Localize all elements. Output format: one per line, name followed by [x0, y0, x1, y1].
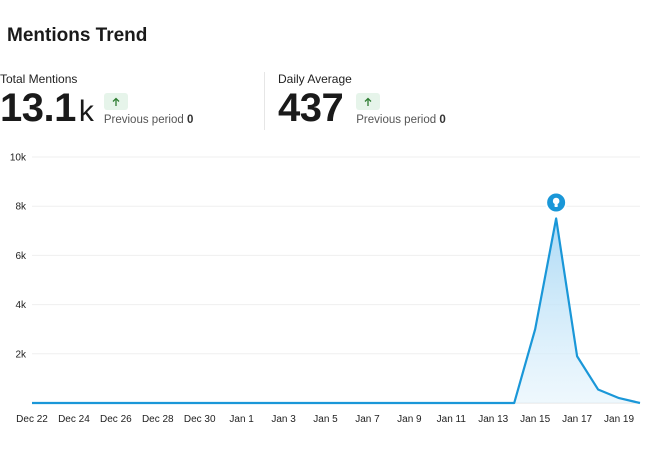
kpi-unit: k — [78, 95, 94, 128]
x-tick-label: Jan 9 — [397, 414, 422, 425]
kpi-value: 437 — [278, 86, 344, 130]
trend-badge — [356, 93, 381, 110]
x-tick-label: Dec 28 — [142, 414, 174, 425]
kpi-label: Daily Average — [278, 72, 352, 86]
y-tick-label: 8k — [15, 202, 27, 213]
y-tick-label: 6k — [15, 251, 27, 262]
kpi-divider — [264, 72, 265, 130]
page-title: Mentions Trend — [7, 25, 148, 46]
previous-period: Previous period 0 — [104, 114, 194, 126]
kpi-total-mentions: Total Mentions 13.1 k Previous period 0 — [0, 72, 193, 128]
x-tick-label: Dec 22 — [16, 414, 48, 425]
x-tick-label: Dec 26 — [100, 414, 132, 425]
x-tick-label: Jan 17 — [562, 414, 592, 425]
previous-period: Previous period 0 — [356, 114, 446, 126]
y-tick-label: 10k — [10, 153, 27, 164]
kpi-value: 13.1 — [0, 86, 76, 130]
lightbulb-icon[interactable] — [545, 191, 568, 214]
previous-period-value: 0 — [439, 114, 446, 126]
series-line — [32, 217, 641, 405]
previous-period-label: Previous period — [103, 114, 184, 126]
kpi-label: Total Mentions — [0, 72, 78, 86]
x-tick-label: Jan 5 — [313, 414, 338, 425]
y-tick-label: 2k — [15, 349, 27, 360]
arrow-up-icon — [364, 97, 372, 106]
x-tick-label: Jan 13 — [478, 414, 508, 425]
x-tick-label: Jan 15 — [520, 414, 550, 425]
x-tick-label: Jan 7 — [355, 414, 380, 425]
x-tick-label: Jan 3 — [271, 414, 296, 425]
previous-period-label: Previous period — [356, 114, 437, 126]
x-tick-label: Jan 11 — [437, 414, 467, 425]
x-tick-label: Dec 30 — [184, 414, 216, 425]
x-tick-label: Dec 24 — [58, 414, 90, 425]
kpi-daily-average: Daily Average 437 Previous period 0 — [278, 72, 446, 128]
series-area — [32, 218, 640, 403]
x-tick-label: Jan 1 — [229, 414, 254, 425]
x-tick-label: Jan 19 — [604, 414, 634, 425]
trend-badge — [103, 93, 128, 110]
previous-period-value: 0 — [186, 114, 194, 126]
arrow-up-icon — [112, 97, 120, 106]
y-tick-label: 4k — [15, 300, 27, 311]
